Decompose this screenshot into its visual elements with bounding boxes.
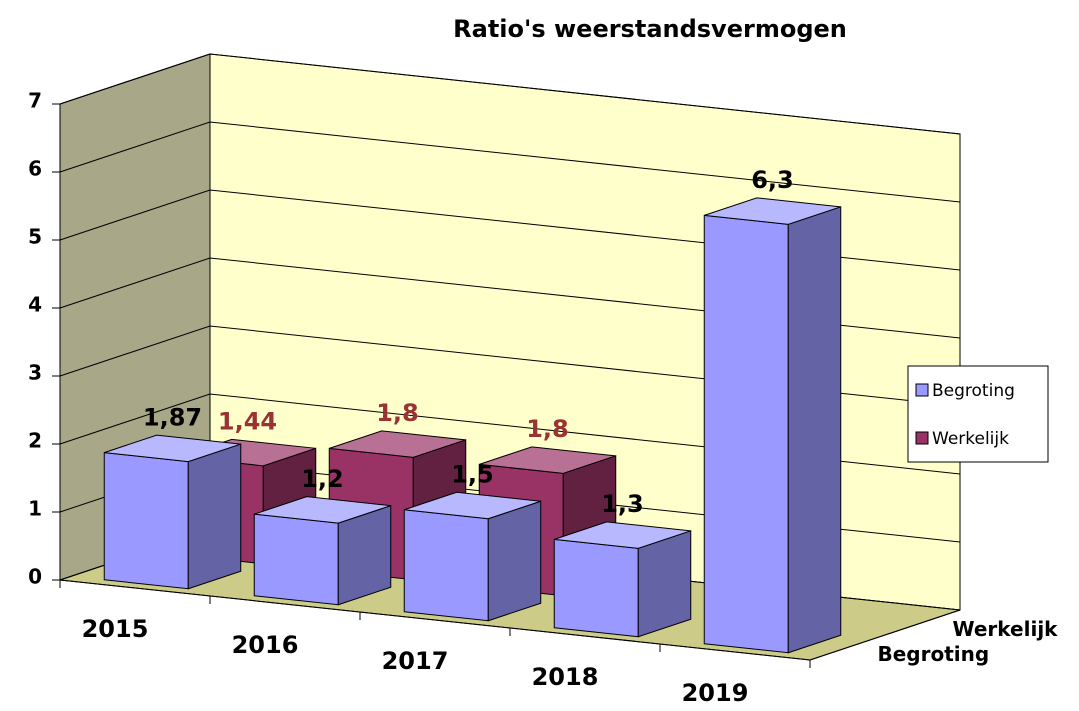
data-label: 1,87 [143, 403, 202, 431]
bar-top [554, 521, 691, 549]
bar-side [787, 206, 842, 654]
data-label: 1,8 [526, 415, 569, 443]
y-tick-label: 0 [28, 565, 42, 589]
bar-front [103, 452, 189, 590]
y-tick-label: 6 [28, 157, 42, 181]
x-tick-label: 2015 [82, 615, 149, 643]
bar-top [704, 197, 841, 225]
x-tick-label: 2018 [532, 663, 599, 691]
y-tick-label: 7 [28, 89, 42, 113]
bar [703, 197, 842, 654]
bar [103, 434, 242, 590]
legend-label: Werkelijk [932, 429, 1009, 449]
bar-top [329, 430, 466, 458]
depth-label: Begroting [878, 642, 990, 666]
bar-top [254, 496, 391, 524]
bar [403, 491, 542, 622]
bar-front [403, 509, 489, 622]
grid-line [59, 121, 961, 203]
bar-side [637, 530, 692, 638]
depth-axis [809, 609, 961, 661]
x-tick-label: 2016 [232, 631, 299, 659]
data-label: 1,8 [376, 399, 419, 427]
grid-line [59, 53, 961, 135]
y-tick-label: 2 [28, 429, 42, 453]
data-label: 1,44 [218, 408, 277, 436]
x-axis [59, 579, 811, 661]
bar-front [553, 538, 639, 638]
legend-box [907, 365, 1049, 463]
data-label: 1,3 [601, 490, 644, 518]
legend-label: Begroting [932, 381, 1015, 401]
chart-title: Ratio's weerstandsvermogen [453, 15, 847, 43]
bar-front [253, 513, 339, 606]
x-tick-label: 2019 [682, 679, 749, 707]
data-label: 6,3 [751, 166, 794, 194]
bar-top [404, 491, 541, 520]
bar-side [487, 500, 542, 622]
legend-swatch [915, 431, 929, 445]
bar [553, 521, 692, 638]
legend-swatch [915, 383, 929, 397]
x-tick-label: 2017 [382, 647, 449, 675]
y-tick-label: 1 [28, 497, 42, 521]
bar-front [703, 214, 789, 654]
bar-top [479, 446, 616, 474]
bar [253, 496, 392, 606]
bar-side [187, 443, 242, 590]
depth-label: Werkelijk [953, 617, 1059, 641]
y-tick-label: 4 [28, 293, 42, 317]
y-tick-label: 5 [28, 225, 42, 249]
data-label: 1,5 [451, 461, 494, 489]
legend: Begroting Werkelijk [907, 365, 1049, 463]
data-label: 1,2 [301, 465, 344, 493]
bar-top [104, 434, 241, 463]
y-tick-label: 3 [28, 361, 42, 385]
